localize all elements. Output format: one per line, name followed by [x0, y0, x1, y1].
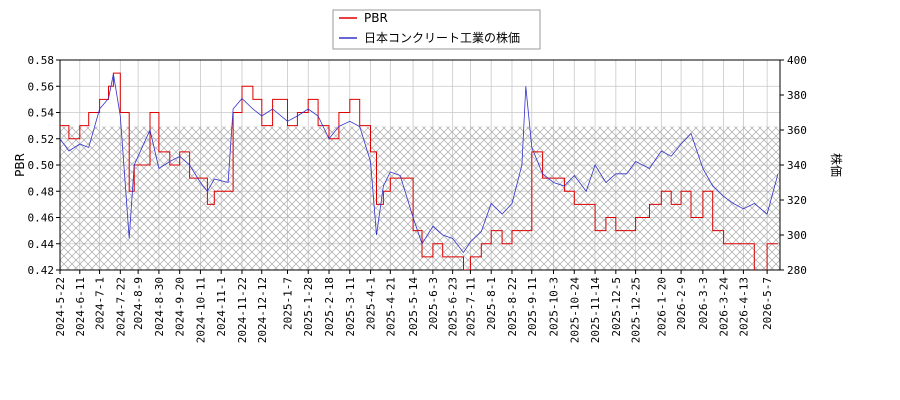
x-tick-label: 2025-10-3	[548, 277, 561, 337]
left-tick-label: 0.58	[28, 54, 55, 67]
x-tick-label: 2025-6-23	[447, 277, 460, 337]
right-axis-label: 株価	[829, 153, 844, 177]
right-tick-label: 320	[787, 194, 807, 207]
legend-price-label: 日本コンクリート工業の株価	[364, 30, 520, 45]
right-tick-label: 380	[787, 89, 807, 102]
x-tick-label: 2025-4-1	[365, 277, 378, 330]
x-tick-label: 2025-1-28	[302, 277, 315, 337]
x-tick-label: 2025-7-11	[464, 277, 477, 337]
legend-pbr-label: PBR	[364, 11, 388, 25]
x-tick-label: 2024-12-12	[256, 277, 269, 343]
left-tick-label: 0.44	[28, 238, 55, 251]
x-tick-label: 2026-3-24	[718, 277, 731, 337]
x-tick-label: 2024-10-11	[194, 277, 207, 343]
right-tick-label: 280	[787, 264, 807, 277]
x-tick-label: 2025-5-14	[407, 277, 420, 337]
hatched-band	[60, 126, 780, 270]
x-tick-label: 2025-12-25	[630, 277, 643, 343]
x-tick-label: 2025-11-14	[589, 277, 602, 344]
x-tick-label: 2025-6-3	[427, 277, 440, 330]
x-tick-label: 2025-1-7	[281, 277, 294, 330]
x-tick-label: 2025-8-1	[485, 277, 498, 330]
left-tick-label: 0.50	[28, 159, 55, 172]
x-tick-label: 2026-3-3	[697, 277, 710, 330]
pbr-line	[60, 72, 778, 270]
x-tick-label: 2025-3-11	[344, 277, 357, 337]
left-tick-label: 0.42	[28, 264, 55, 277]
right-tick-label: 360	[787, 124, 807, 137]
x-tick-label: 2025-9-11	[526, 277, 539, 337]
right-tick-label: 400	[787, 54, 807, 67]
left-tick-label: 0.48	[28, 185, 55, 198]
x-axis-ticks: 2024-5-22 2024-6-11 2024-7-1 2024-7-22 2024-…	[54, 270, 774, 343]
left-axis-label: PBR	[13, 153, 27, 177]
x-tick-label: 2024-9-20	[174, 277, 187, 337]
x-tick-label: 2024-7-22	[114, 277, 127, 337]
x-tick-label: 2025-2-18	[323, 277, 336, 337]
x-tick-label: 2024-7-1	[94, 277, 107, 330]
x-tick-label: 2025-12-5	[610, 277, 623, 337]
left-axis-ticks: 0.42 0.44 0.46 0.48 0.50 0.52 0.54 0.56 0.58	[28, 54, 60, 277]
x-tick-label: 2024-11-22	[236, 277, 249, 343]
legend-box	[332, 9, 541, 50]
stock-price-line	[60, 73, 779, 254]
x-tick-label: 2024-5-22	[54, 277, 67, 337]
right-tick-label: 300	[787, 229, 807, 242]
x-tick-label: 2024-8-9	[132, 277, 145, 330]
left-tick-label: 0.52	[28, 133, 55, 146]
x-tick-label: 2026-4-13	[737, 277, 750, 337]
left-tick-label: 0.56	[28, 80, 55, 93]
right-tick-label: 340	[787, 159, 807, 172]
x-tick-label: 2026-5-7	[761, 277, 774, 330]
legend: PBR 日本コンクリート工業の株価	[332, 9, 541, 50]
x-tick-label: 2026-2-9	[675, 277, 688, 330]
x-tick-label: 2024-11-1	[215, 277, 228, 337]
left-tick-label: 0.46	[28, 212, 55, 225]
left-tick-label: 0.54	[28, 107, 55, 120]
x-tick-label: 2025-4-21	[384, 277, 397, 337]
right-axis-ticks: 280 300 320 340 360 380 400	[780, 54, 807, 277]
x-tick-label: 2024-8-30	[153, 277, 166, 337]
x-tick-label: 2025-10-24	[568, 277, 581, 344]
x-tick-label: 2025-8-22	[506, 277, 519, 337]
x-tick-label: 2026-1-20	[655, 277, 668, 337]
x-tick-label: 2024-6-11	[74, 277, 87, 337]
